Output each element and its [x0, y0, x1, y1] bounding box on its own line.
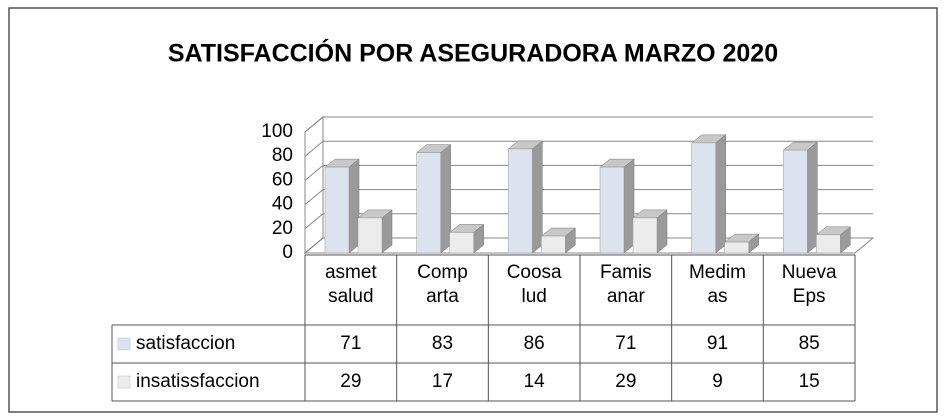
category-cell: Medimas: [688, 262, 746, 307]
grid-line: [304, 189, 873, 205]
table-value: 83: [432, 333, 453, 354]
table-value: 15: [799, 371, 820, 392]
grid-line: [304, 140, 873, 157]
y-tick-label: 20: [272, 218, 293, 239]
bar-side: [715, 134, 726, 254]
bar: [357, 217, 383, 254]
category-cell: Famisanar: [599, 262, 652, 307]
legend-label: insatissfaccion: [136, 371, 260, 392]
chart-border: [8, 7, 938, 413]
category-cell: asmet salud: [324, 262, 377, 307]
y-tick-label: 0: [282, 242, 293, 263]
bar: [724, 241, 749, 254]
x-tick-label: Comparta: [417, 262, 468, 307]
category-cell: Comparta: [417, 262, 468, 307]
legend-key: [117, 337, 131, 351]
bar-side: [623, 158, 635, 254]
grid-line: [304, 213, 873, 230]
bar-side: [348, 158, 360, 254]
bar: [599, 166, 625, 254]
table-value: 71: [340, 333, 361, 354]
category-cell: Coosalud: [506, 262, 562, 307]
table-value: 71: [615, 333, 636, 354]
table-value: 17: [432, 371, 453, 392]
bar: [508, 148, 533, 254]
bar: [449, 232, 474, 254]
y-tick-label: 40: [272, 194, 293, 215]
x-tick-label: Medimas: [688, 262, 746, 307]
table-value: 86: [524, 333, 545, 354]
legend-label: satisfaccion: [136, 333, 235, 354]
bar: [691, 142, 716, 254]
category-cell: Nueva Eps: [781, 262, 837, 307]
x-tick-label: Coosalud: [506, 262, 562, 307]
y-tick-label: 60: [272, 169, 293, 190]
table-value: 29: [340, 371, 361, 392]
grid-line: [304, 237, 873, 254]
bar: [416, 152, 441, 254]
table-value: 91: [707, 333, 728, 354]
table-value: 85: [799, 333, 820, 354]
bar: [783, 149, 808, 254]
bar-side: [807, 141, 818, 254]
x-tick-label: asmet salud: [324, 262, 377, 307]
legend-key: [117, 375, 131, 389]
y-tick-label: 100: [261, 121, 293, 142]
y-tick-label: 80: [272, 145, 293, 166]
chart-title: SATISFACCIÓN POR ASEGURADORA MARZO 2020: [168, 38, 778, 68]
x-tick-label: Famisanar: [599, 262, 652, 307]
bar: [541, 235, 566, 254]
table-value: 29: [615, 371, 636, 392]
table-value: 14: [524, 371, 546, 392]
bar: [632, 217, 658, 254]
grid-line: [304, 164, 873, 181]
grid-line: [304, 116, 873, 133]
bar: [324, 166, 350, 254]
bar: [816, 234, 841, 254]
table-value: 9: [712, 371, 723, 392]
bar-side: [440, 144, 451, 254]
x-tick-label: Nueva Eps: [781, 262, 837, 307]
